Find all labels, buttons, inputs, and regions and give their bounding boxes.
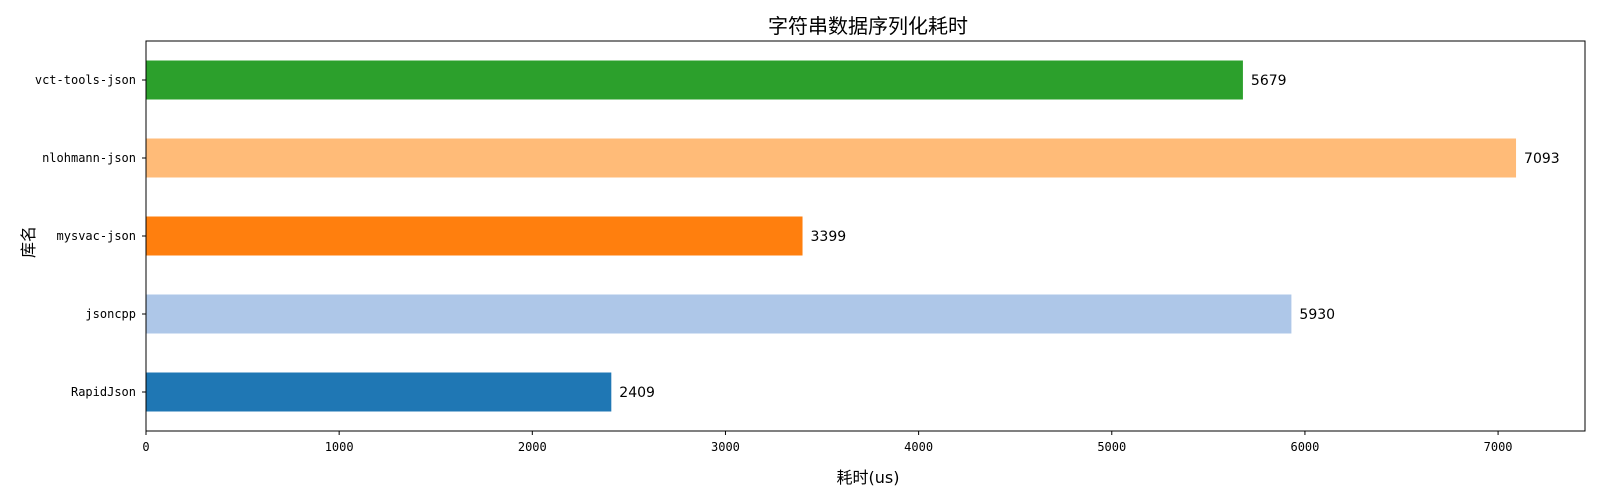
bar-vct-tools-json <box>146 60 1243 100</box>
bar-value-label: 2409 <box>619 385 655 401</box>
y-tick-label: mysvac-json <box>57 229 136 243</box>
bar-jsoncpp <box>146 294 1292 334</box>
plot-area: 2409 RapidJson 5930 jsoncpp 3399 mysvac-json 7… <box>35 40 1586 454</box>
y-tick-label: jsoncpp <box>85 307 136 321</box>
bar-value-label: 5930 <box>1299 307 1335 323</box>
x-tick-label: 2000 <box>518 440 547 454</box>
x-tick-label: 5000 <box>1097 440 1126 454</box>
x-tick-label: 4000 <box>904 440 933 454</box>
bar-rapidjson <box>146 372 612 412</box>
x-tick-label: 7000 <box>1484 440 1513 454</box>
y-tick-label: RapidJson <box>71 385 136 399</box>
bar-value-label: 5679 <box>1251 73 1287 89</box>
bar-mysvac-json <box>146 216 803 256</box>
chart-title: 字符串数据序列化耗时 <box>768 14 968 38</box>
x-tick-label: 3000 <box>711 440 740 454</box>
bar-value-label: 7093 <box>1524 151 1560 167</box>
y-axis-label: 库名 <box>19 226 38 258</box>
x-tick-label: 0 <box>142 440 149 454</box>
y-tick-label: nlohmann-json <box>42 151 136 165</box>
x-axis-label: 耗时(us) <box>837 468 900 487</box>
axes-frame <box>145 40 1586 432</box>
x-tick-label: 1000 <box>325 440 354 454</box>
x-tick-label: 6000 <box>1290 440 1319 454</box>
y-tick-label: vct-tools-json <box>35 73 136 87</box>
bar-value-label: 3399 <box>811 229 847 245</box>
bar-nlohmann-json <box>146 138 1517 178</box>
